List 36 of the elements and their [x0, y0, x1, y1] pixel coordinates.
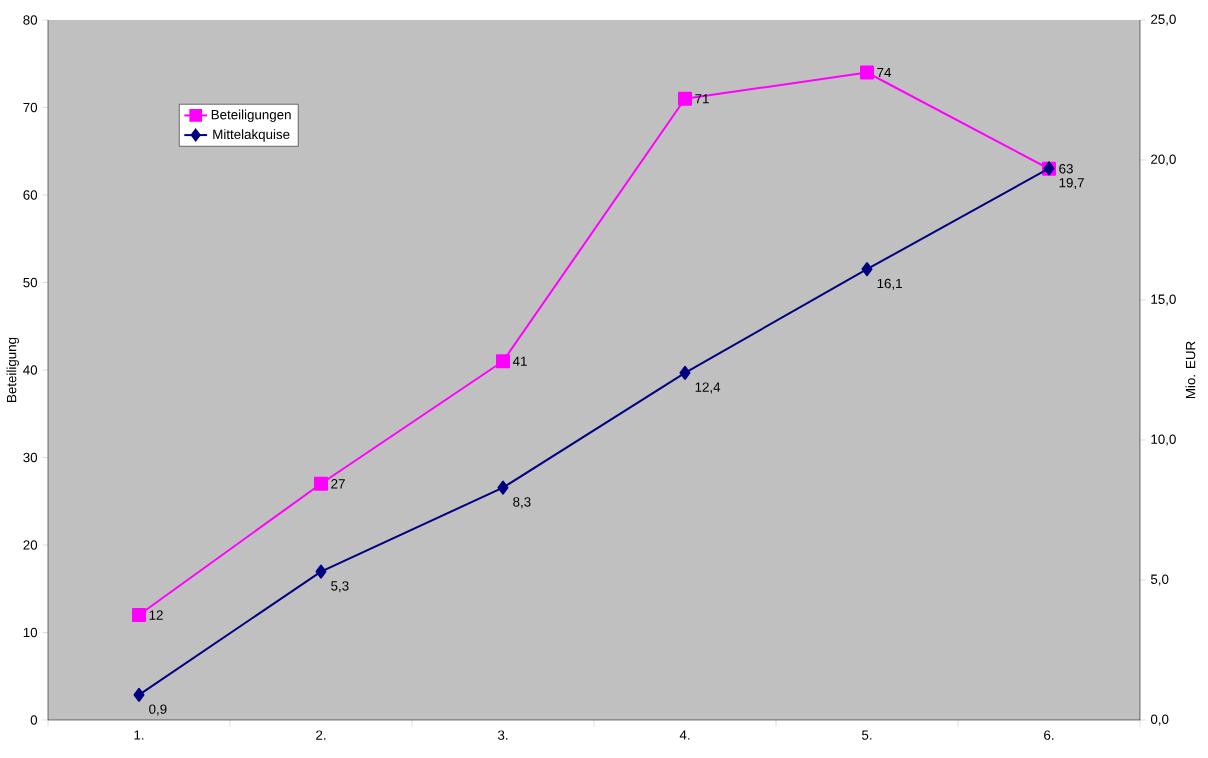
data-label: 27 — [331, 479, 345, 489]
y2-axis-title: Mio. EUR — [1185, 341, 1196, 399]
x-tick-label: 3. — [497, 730, 508, 740]
x-tick-label: 6. — [1044, 730, 1054, 740]
y-tick-label: 80 — [23, 15, 38, 25]
y2-tick-label: 25,0 — [1151, 14, 1176, 26]
y2-tick-label: 5,0 — [1150, 574, 1169, 586]
y2-tick-label: 15,0 — [1151, 294, 1176, 306]
y2-tick-label: 0,0 — [1150, 714, 1169, 726]
data-label: 63 — [1059, 164, 1073, 174]
data-label: 41 — [512, 356, 527, 366]
data-label: 12 — [149, 610, 163, 620]
y-tick-label: 50 — [23, 277, 38, 288]
x-tick-label: 5. — [861, 730, 872, 740]
x-tick-label: 1. — [134, 730, 144, 740]
y-axis-title: Beteiligung — [6, 337, 19, 402]
y-tick-label: 40 — [23, 365, 38, 375]
y-tick-label: 20 — [23, 540, 38, 550]
data-label: 0,9 — [149, 704, 167, 716]
x-tick-label: 2. — [316, 730, 326, 740]
y-tick-label: 10 — [23, 627, 38, 638]
x-tick-label: 4. — [679, 730, 690, 740]
y-tick-label: 60 — [23, 190, 38, 200]
data-label: 19,7 — [1059, 178, 1084, 190]
data-label: 5,3 — [331, 581, 349, 593]
y2-tick-label: 20,0 — [1151, 154, 1176, 166]
legend-label: Beteiligungen — [211, 109, 291, 123]
legend-label: Mittelakquise — [213, 129, 290, 142]
y2-tick-label: 10,0 — [1151, 434, 1176, 446]
y-tick-label: 0 — [30, 715, 38, 725]
y-tick-label: 30 — [23, 452, 38, 463]
data-label: 12,4 — [695, 382, 721, 394]
data-label: 16,1 — [877, 278, 902, 290]
data-label: 8,3 — [513, 497, 531, 509]
y-tick-label: 70 — [23, 102, 38, 113]
data-label: 74 — [877, 67, 892, 78]
